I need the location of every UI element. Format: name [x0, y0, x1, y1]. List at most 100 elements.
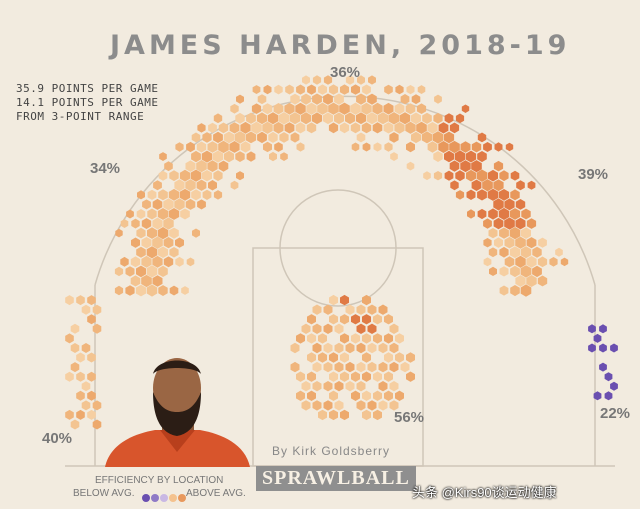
shot-hex — [146, 246, 158, 259]
shot-hex — [362, 294, 371, 306]
shot-hex — [296, 390, 305, 401]
shot-hex — [471, 160, 482, 173]
shot-hex — [588, 324, 596, 334]
three-point-points: 14.1 POINTS PER GAME — [16, 96, 159, 109]
shot-hex — [81, 304, 91, 315]
shot-hex — [256, 112, 268, 125]
shot-hex — [466, 169, 476, 182]
shot-hex — [334, 361, 344, 373]
shot-hex — [306, 122, 317, 134]
shot-hex — [186, 257, 195, 267]
shot-hex — [488, 247, 498, 258]
shot-hex — [537, 275, 548, 287]
shot-hex — [367, 323, 377, 334]
shot-hex — [76, 390, 85, 401]
shot-hex — [361, 122, 372, 134]
shot-hex — [555, 247, 563, 257]
shot-hex — [130, 275, 141, 287]
shot-hex — [345, 304, 355, 315]
shot-hex — [389, 361, 399, 373]
zone-pct-left-wing: 34% — [90, 160, 121, 177]
shot-hex — [312, 93, 322, 105]
shot-hex — [455, 190, 465, 200]
shot-hex — [405, 121, 416, 134]
shot-hex — [384, 352, 393, 363]
shot-hex-grid — [65, 75, 618, 430]
shot-hex — [163, 217, 174, 230]
shot-hex — [377, 112, 389, 125]
shot-hex — [191, 132, 201, 143]
shot-hex — [467, 209, 475, 219]
shot-hex — [87, 352, 96, 363]
shot-hex — [367, 361, 377, 373]
shot-hex — [504, 217, 515, 230]
legend-below-label: BELOW AVG. — [73, 488, 135, 499]
shot-hex — [312, 342, 322, 354]
shot-hex — [284, 102, 295, 115]
legend-above-label: ABOVE AVG. — [186, 488, 246, 499]
shot-hex — [477, 151, 487, 163]
legend-color-scale — [142, 489, 187, 507]
shot-hex — [318, 409, 327, 421]
shot-hex — [235, 112, 245, 124]
shot-hex — [465, 150, 477, 163]
shot-hex — [351, 84, 360, 95]
shot-hex — [196, 179, 207, 191]
shot-hex — [240, 141, 251, 153]
shot-hex — [406, 352, 415, 363]
shot-hex — [180, 208, 190, 220]
shot-hex — [323, 323, 333, 334]
shot-hex — [301, 93, 311, 105]
shot-hex — [257, 131, 267, 144]
shot-hex — [417, 85, 426, 94]
shot-hex — [368, 75, 376, 85]
shot-hex — [356, 342, 366, 354]
shot-hex — [499, 246, 509, 258]
shot-hex — [307, 314, 316, 325]
shot-hex — [509, 208, 521, 220]
shot-hex — [163, 237, 174, 249]
shot-hex — [235, 151, 245, 162]
shot-hex — [81, 400, 91, 411]
shot-hex — [202, 170, 212, 182]
shot-hex — [345, 342, 355, 354]
shot-hex — [489, 266, 497, 276]
shot-hex — [488, 208, 498, 220]
shot-hex — [290, 132, 300, 143]
shot-hex — [493, 198, 504, 211]
shot-hex — [476, 169, 488, 182]
shot-hex — [158, 189, 168, 201]
shot-hex — [378, 361, 388, 373]
shot-hex — [262, 121, 273, 134]
shot-hex — [329, 352, 338, 363]
shot-hex — [328, 122, 339, 134]
shot-hex — [284, 122, 295, 134]
shot-hex — [362, 84, 371, 95]
shot-hex — [147, 189, 157, 200]
shot-hex — [455, 170, 465, 182]
shot-hex — [461, 104, 470, 113]
shot-hex — [356, 361, 366, 373]
shot-hex — [340, 294, 349, 306]
shot-hex — [164, 161, 173, 172]
shot-hex — [120, 256, 129, 267]
shot-hex — [362, 371, 371, 382]
shot-hex — [345, 112, 355, 125]
shot-hex — [312, 75, 322, 85]
shot-hex — [378, 381, 388, 392]
shot-hex — [493, 179, 504, 192]
shot-hex — [394, 122, 405, 134]
shot-hex — [147, 227, 157, 239]
shot-hex — [174, 179, 185, 192]
zone-pct-right-wing: 39% — [578, 166, 609, 183]
shot-hex — [307, 371, 316, 382]
shot-hex — [185, 160, 196, 172]
shot-hex — [135, 284, 147, 297]
shot-hex — [538, 237, 547, 248]
shot-hex — [438, 141, 449, 153]
shot-hex — [560, 257, 569, 267]
shot-hex — [157, 227, 169, 240]
shot-hex — [498, 189, 510, 201]
shot-hex — [158, 246, 168, 258]
shot-hex — [224, 150, 234, 163]
